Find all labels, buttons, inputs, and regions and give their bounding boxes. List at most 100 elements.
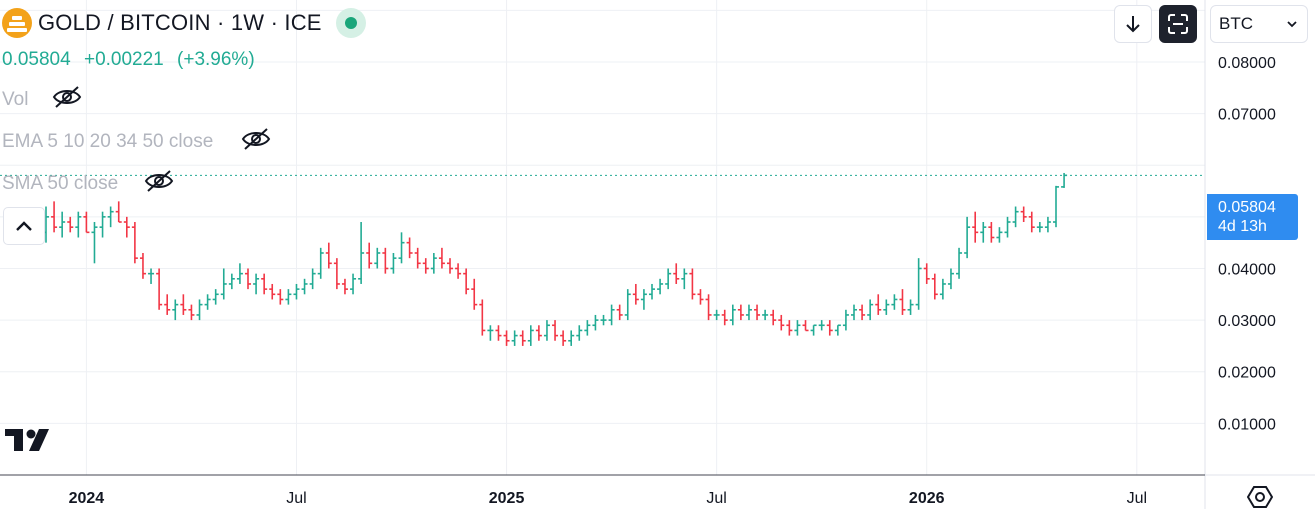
ohlc-bar	[503, 330, 510, 346]
market-status-icon[interactable]	[335, 8, 366, 38]
ohlc-bar	[915, 258, 922, 310]
ohlc-bar	[826, 320, 833, 336]
ohlc-bar	[592, 314, 599, 331]
ohlc-bar	[341, 278, 348, 295]
download-button[interactable]	[1114, 5, 1152, 43]
ohlc-bar	[293, 283, 300, 300]
ohlc-bar	[762, 309, 769, 321]
symbol-title[interactable]: GOLD / BITCOIN · 1W · ICE	[38, 10, 322, 35]
price-bars	[43, 172, 1068, 346]
ohlc-bar	[883, 299, 890, 315]
fullscreen-button[interactable]	[1159, 5, 1197, 43]
ohlc-bar	[729, 304, 736, 326]
ohlc-bar	[59, 211, 66, 238]
ohlc-bar	[172, 299, 179, 321]
time-axis[interactable]: 2024 Jul 2025 Jul 2026 Jul	[69, 490, 1147, 507]
price-change-percent: (+3.96%)	[177, 49, 255, 70]
ohlc-bar	[535, 325, 542, 341]
eye-off-icon[interactable]	[241, 128, 271, 156]
ohlc-bar	[1028, 211, 1035, 233]
ohlc-bar	[261, 273, 268, 295]
ohlc-bar	[1036, 222, 1043, 233]
ohlc-bar	[665, 268, 672, 290]
ohlc-bar	[285, 289, 292, 305]
ohlc-bar	[778, 314, 785, 331]
ohlc-bar	[616, 304, 623, 321]
ohlc-bar	[972, 211, 979, 243]
ohlc-bar	[317, 247, 324, 279]
ohlc-bar	[640, 289, 647, 310]
tradingview-logo-icon[interactable]	[5, 426, 55, 459]
ohlc-bar	[204, 294, 211, 310]
ohlc-bar	[891, 294, 898, 310]
bar-countdown: 4d 13h	[1218, 218, 1267, 235]
ohlc-bar	[188, 304, 195, 321]
price-tick-label: 0.04000	[1218, 261, 1276, 278]
ohlc-bar	[1061, 172, 1068, 188]
price-tick-label: 0.08000	[1218, 55, 1276, 72]
indicator-label: Vol	[2, 89, 29, 110]
chevron-up-icon	[16, 221, 32, 231]
ohlc-bar	[600, 314, 607, 326]
ohlc-bar	[947, 268, 954, 290]
last-price: 0.05804	[2, 49, 71, 70]
ohlc-bar	[220, 268, 227, 300]
last-price-label: 0.05804 4d 13h	[1207, 194, 1298, 240]
ohlc-bar	[786, 320, 793, 336]
ohlc-bar	[374, 247, 381, 269]
ohlc-bar	[245, 268, 251, 290]
ohlc-bar	[83, 211, 90, 234]
price-tick-label: 0.07000	[1218, 107, 1276, 124]
ohlc-bar	[148, 268, 155, 284]
ohlc-bar	[301, 278, 308, 295]
ohlc-bar	[1020, 206, 1027, 223]
chart-settings-button[interactable]	[1246, 485, 1274, 514]
ohlc-bar	[382, 247, 389, 274]
ohlc-bar	[745, 304, 752, 321]
ohlc-bar	[115, 201, 122, 223]
gold-bars-icon	[2, 8, 32, 38]
currency-select[interactable]: BTC	[1210, 5, 1308, 43]
eye-off-icon[interactable]	[144, 170, 174, 198]
time-tick-label: 2025	[489, 490, 525, 507]
ohlc-bar	[624, 289, 631, 321]
price-tick-label: 0.02000	[1218, 365, 1276, 382]
time-tick-label: 2026	[909, 490, 945, 507]
ohlc-bar	[980, 222, 987, 243]
time-tick-label: Jul	[286, 490, 306, 507]
indicator-sma[interactable]: SMA 50 close	[2, 170, 174, 198]
ohlc-bar	[455, 263, 462, 279]
ohlc-bar	[632, 283, 639, 305]
settings-icon	[1246, 486, 1274, 508]
price-axis[interactable]: 0.010000.020000.030000.040000.050000.070…	[1218, 55, 1276, 433]
ohlc-bar	[123, 216, 130, 238]
ohlc-bar	[406, 237, 413, 259]
indicator-ema[interactable]: EMA 5 10 20 34 50 close	[2, 128, 271, 156]
ohlc-bar	[309, 268, 316, 290]
ohlc-bar	[584, 320, 591, 336]
ohlc-bar	[705, 294, 712, 321]
ohlc-bar	[422, 258, 429, 274]
ohlc-bar	[139, 252, 146, 279]
ohlc-bar	[810, 324, 817, 336]
ohlc-bar	[91, 222, 98, 264]
collapse-legend-button[interactable]	[3, 207, 45, 245]
ohlc-bar	[212, 289, 219, 305]
ohlc-bar	[543, 320, 550, 341]
ohlc-bar	[673, 263, 680, 284]
ohlc-bar	[931, 273, 938, 300]
ohlc-bar	[988, 222, 995, 243]
ohlc-bar	[560, 330, 567, 346]
ohlc-bar	[479, 299, 486, 336]
indicator-volume[interactable]: Vol	[2, 86, 82, 114]
ohlc-bar	[390, 252, 397, 274]
ohlc-bar	[99, 211, 106, 238]
ohlc-bar	[196, 299, 203, 321]
ohlc-bar	[923, 263, 930, 284]
price-change: +0.00221	[83, 49, 164, 70]
ohlc-bar	[447, 258, 453, 274]
ohlc-bar	[131, 222, 138, 264]
eye-off-icon[interactable]	[52, 86, 82, 114]
ohlc-bar	[527, 325, 534, 346]
